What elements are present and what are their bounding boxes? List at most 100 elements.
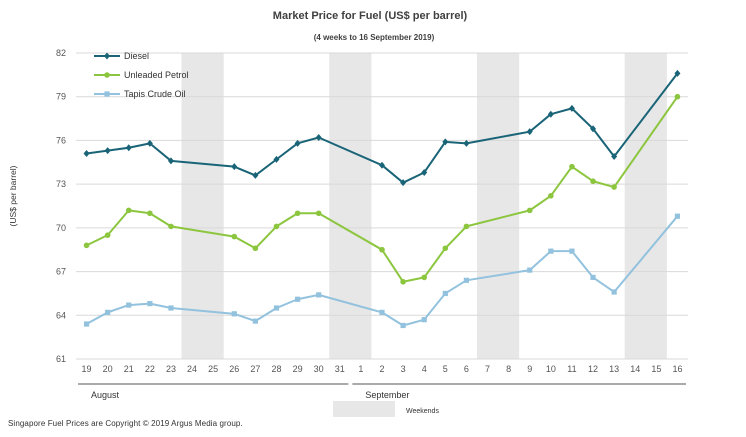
tapis-crude-oil-point <box>421 317 427 323</box>
diesel-point <box>421 168 428 176</box>
unleaded-petrol-point <box>273 223 280 230</box>
data-series <box>83 69 681 329</box>
y-tick-label: 82 <box>56 48 66 58</box>
y-tick-label: 61 <box>56 354 66 364</box>
month-label: September <box>365 390 409 400</box>
diesel-point <box>83 150 90 158</box>
x-tick-label: 7 <box>485 364 490 374</box>
tapis-crude-oil-point <box>442 290 448 297</box>
legend-marker-unleaded-petrol <box>104 72 110 78</box>
diesel-point <box>315 134 322 142</box>
legend-label-unleaded-petrol: Unleaded Petrol <box>124 70 189 80</box>
diesel-point <box>273 155 280 163</box>
y-tick-label: 76 <box>56 135 66 145</box>
unleaded-petrol-point <box>421 274 428 281</box>
tapis-crude-oil-point <box>548 248 554 254</box>
weekend-band-1 <box>181 53 224 359</box>
y-tick-label: 73 <box>56 179 66 189</box>
x-tick-label: 14 <box>630 364 640 374</box>
unleaded-petrol-point <box>294 210 301 217</box>
x-tick-label: 12 <box>588 364 598 374</box>
tapis-crude-oil-point <box>273 305 280 311</box>
unleaded-petrol-point <box>400 278 406 285</box>
x-tick-label: 15 <box>651 364 661 374</box>
diesel-point <box>463 139 470 147</box>
x-tick-label: 23 <box>166 364 176 374</box>
x-tick-label: 13 <box>609 364 619 374</box>
unleaded-petrol-point <box>548 193 554 199</box>
diesel-point <box>231 163 238 171</box>
unleaded-petrol-point <box>125 207 132 214</box>
diesel-point <box>442 138 449 146</box>
x-tick-label: 3 <box>401 364 406 374</box>
diesel-point <box>379 161 385 169</box>
x-tick-label: 24 <box>187 364 197 374</box>
month-label: August <box>91 390 120 400</box>
diesel-point <box>400 179 407 187</box>
unleaded-petrol-point <box>147 210 153 217</box>
tapis-crude-oil-point <box>400 322 406 329</box>
x-tick-label: 22 <box>145 364 155 374</box>
y-axis-title: (US$ per barrel) <box>8 165 18 226</box>
unleaded-petrol-point <box>569 163 575 170</box>
tapis-crude-oil-point <box>147 301 153 307</box>
x-tick-label: 28 <box>271 364 281 374</box>
unleaded-petrol-point <box>315 210 322 217</box>
tapis-crude-oil-point <box>674 213 681 219</box>
legend-label-tapis-crude-oil: Tapis Crude Oil <box>124 89 186 99</box>
tapis-crude-oil-point <box>294 296 301 302</box>
x-tick-label: 19 <box>82 364 92 374</box>
x-tick-label: 21 <box>124 364 134 374</box>
diesel-point <box>590 125 597 133</box>
diesel-point <box>547 110 554 118</box>
x-tick-label: 6 <box>464 364 469 374</box>
tapis-crude-oil-point <box>168 305 174 311</box>
weekend-band-3 <box>476 53 520 359</box>
unleaded-petrol-point <box>83 242 90 249</box>
x-tick-label: 25 <box>208 364 218 374</box>
unleaded-petrol-point <box>590 178 596 185</box>
tapis-crude-oil-point <box>252 318 258 324</box>
x-tick-label: 20 <box>103 364 113 374</box>
diesel-point <box>252 171 259 179</box>
tapis-crude-oil-point <box>126 302 132 308</box>
copyright-footer: Singapore Fuel Prices are Copyright © 20… <box>8 419 243 428</box>
unleaded-petrol-point <box>674 93 681 100</box>
x-tick-label: 27 <box>250 364 260 374</box>
diesel-point <box>568 104 575 112</box>
tapis-crude-oil-point <box>105 309 111 315</box>
x-tick-label: 9 <box>527 364 532 374</box>
x-tick-label: 10 <box>546 364 556 374</box>
tapis-crude-oil-point <box>569 248 575 254</box>
diesel-point <box>526 128 533 136</box>
tapis-crude-oil-point <box>231 311 237 317</box>
unleaded-petrol-point <box>168 223 174 230</box>
unleaded-petrol-point <box>231 233 238 240</box>
y-tick-label: 67 <box>56 267 66 277</box>
x-tick-label: 29 <box>293 364 303 374</box>
diesel-point <box>167 157 174 165</box>
x-tick-label: 16 <box>672 364 682 374</box>
unleaded-petrol-point <box>379 246 385 253</box>
unleaded-petrol-point <box>611 184 617 190</box>
diesel-point <box>611 152 618 160</box>
weekend-bands <box>181 53 667 359</box>
x-tick-label: 11 <box>567 364 576 374</box>
legend: Diesel Unleaded Petrol Tapis Crude Oil <box>94 51 189 99</box>
weekend-band-2 <box>329 53 372 359</box>
diesel-point <box>125 144 132 152</box>
x-tick-label: 8 <box>506 364 511 374</box>
x-tick-label: 26 <box>229 364 239 374</box>
unleaded-petrol-point <box>463 223 470 230</box>
x-tick-label: 1 <box>358 364 363 374</box>
weekends-legend-swatch <box>333 401 395 417</box>
diesel-point <box>674 69 681 77</box>
tapis-crude-oil-point <box>611 289 617 295</box>
unleaded-petrol-point <box>526 207 533 214</box>
y-tick-label: 64 <box>56 310 66 320</box>
weekends-legend-label: Weekends <box>406 408 439 415</box>
legend-marker-diesel <box>104 52 110 60</box>
tapis-crude-oil-line <box>86 215 679 327</box>
